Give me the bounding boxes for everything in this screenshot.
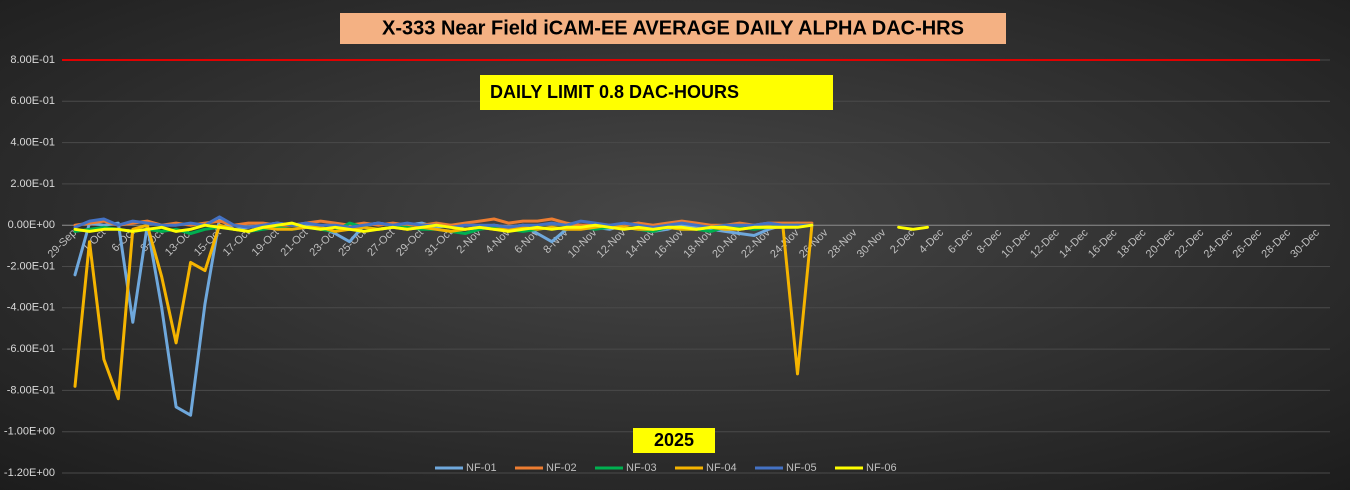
y-tick-label: -8.00E-01 — [7, 384, 55, 396]
y-tick-label: -1.00E+00 — [4, 426, 55, 438]
title-box — [340, 13, 1006, 44]
x-axis-label: 2025 — [654, 430, 694, 450]
series-layer — [62, 59, 1320, 417]
legend-label: NF-03 — [626, 462, 657, 474]
legend-label: NF-04 — [706, 462, 737, 474]
y-tick-label: -6.00E-01 — [7, 343, 55, 355]
legend: NF-01 NF-02 NF-03 NF-04 NF-05 NF-06 — [435, 462, 897, 474]
y-tick-label: -1.20E+00 — [4, 467, 55, 479]
y-tick-label: 6.00E-01 — [10, 95, 55, 107]
y-tick-label: 4.00E-01 — [10, 137, 55, 149]
y-tick-label: 8.00E-01 — [10, 54, 55, 66]
y-tick-label: -4.00E-01 — [7, 302, 55, 314]
legend-label: NF-02 — [546, 462, 577, 474]
x-label-box — [633, 428, 715, 453]
y-tick-label: 2.00E-01 — [10, 178, 55, 190]
y-tick-label: 0.00E+00 — [8, 219, 55, 231]
annotation: DAILY LIMIT 0.8 DAC-HOURS — [490, 82, 739, 102]
chart-title: X-333 Near Field iCAM-EE AVERAGE DAILY A… — [382, 17, 964, 39]
legend-label: NF-05 — [786, 462, 817, 474]
legend-label: NF-01 — [466, 462, 497, 474]
legend-label: NF-06 — [866, 462, 897, 474]
series-line — [73, 221, 929, 233]
annotation-box — [480, 75, 833, 110]
y-tick-label: -2.00E-01 — [7, 260, 55, 272]
